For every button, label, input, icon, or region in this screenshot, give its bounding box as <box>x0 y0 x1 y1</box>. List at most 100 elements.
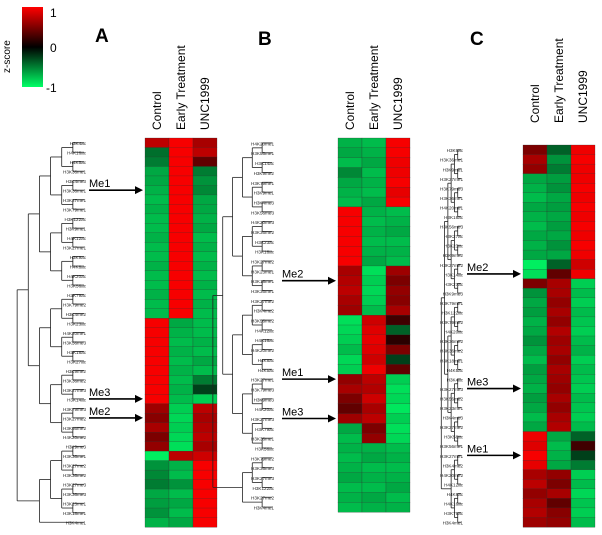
heatmap-cell <box>168 156 194 167</box>
heatmap-cell <box>570 278 596 289</box>
heatmap-cell <box>144 337 170 348</box>
heatmap-cell <box>522 163 548 175</box>
heatmap-cell <box>522 507 548 518</box>
heatmap-cell <box>192 204 218 215</box>
heatmap-cell <box>522 402 548 413</box>
row-label: H3K122ac <box>65 217 87 222</box>
heatmap-cell <box>144 365 170 376</box>
row-label: H3K79me1 <box>440 301 463 306</box>
heatmap-cell <box>385 433 411 444</box>
heatmap-cell <box>385 393 411 405</box>
row-label: H3K27me3 <box>63 483 86 488</box>
row-label: H3K56me3 <box>63 340 86 345</box>
annotation-arrow-head <box>135 394 143 403</box>
heatmap-cell <box>385 196 411 208</box>
row-label: H3K23me1 <box>440 406 463 411</box>
row-label: H3K9me1 <box>254 191 275 196</box>
heatmap-cell <box>546 488 572 499</box>
heatmap-cell <box>168 242 194 253</box>
heatmap-cell <box>546 316 572 327</box>
annotation-label-bg <box>280 267 304 280</box>
heatmap-cell <box>361 502 387 513</box>
row-label: H3K4ac <box>70 141 87 146</box>
annotation-arrow-head <box>135 186 143 195</box>
heatmap-cell <box>385 462 411 474</box>
heatmap-cell <box>546 364 572 375</box>
heatmap-cell <box>570 498 596 509</box>
row-label: H3K4me1 <box>443 521 464 526</box>
heatmap-cell <box>337 295 363 306</box>
heatmap-cell <box>192 346 218 357</box>
row-label: H3K14ac <box>444 272 464 277</box>
heatmap-cell <box>546 479 572 490</box>
heatmap-cell <box>522 183 548 194</box>
heatmap-cell <box>522 460 548 471</box>
legend-mid-label: 0 <box>50 41 57 55</box>
annotation-arrow-head <box>328 276 336 285</box>
heatmap-cell <box>361 157 387 168</box>
annotation-arrow-head <box>135 413 143 422</box>
column-label: Control <box>150 91 164 130</box>
annotation-me1: Me1 <box>280 366 336 384</box>
heatmap-cell <box>337 255 363 267</box>
heatmap-cell <box>144 327 170 338</box>
row-label: H3K36me1 <box>63 170 86 175</box>
heatmap-cell <box>144 488 170 499</box>
heatmap-cell <box>144 137 170 148</box>
row-label: H3K4me3 <box>254 200 275 205</box>
heatmap-cell <box>570 431 596 442</box>
heatmap-cell <box>361 295 387 306</box>
heatmap-cell <box>361 324 387 336</box>
heatmap-cell <box>385 423 411 434</box>
heatmap-cell <box>361 482 387 493</box>
heatmap-cell <box>546 173 572 184</box>
heatmap-cell <box>192 517 218 528</box>
row-label: H3K36me2 <box>440 339 463 344</box>
heatmap-cell <box>192 450 218 462</box>
row-label: H3K56me3 <box>440 225 463 230</box>
heatmap-cell <box>192 223 218 234</box>
annotation-arrow-head <box>513 269 521 278</box>
row-label: H3K79me2 <box>251 456 274 461</box>
heatmap-cell <box>361 216 387 228</box>
heatmap-cell <box>385 226 411 237</box>
row-label: H3K23me1 <box>251 269 274 274</box>
heatmap-cell <box>168 346 194 357</box>
row-label: H4K12ac <box>444 482 464 487</box>
panel-letter: B <box>258 29 272 50</box>
heatmap-cell <box>192 498 218 509</box>
heatmap-cell <box>522 469 548 480</box>
row-label: H4K20me1 <box>251 141 274 146</box>
heatmap-cell <box>337 393 363 405</box>
heatmap-cell <box>385 482 411 493</box>
heatmap-cell <box>337 344 363 355</box>
heatmap-cell <box>522 202 548 213</box>
heatmap-cell <box>337 177 363 188</box>
heatmap-cell <box>168 394 194 405</box>
legend-color-bar <box>22 7 43 87</box>
row-label: H3K56ac <box>67 283 87 288</box>
heatmap-cell <box>192 365 218 376</box>
heatmap-cell <box>546 335 572 346</box>
heatmap-cell <box>570 393 596 404</box>
heatmap-cell <box>144 251 170 262</box>
heatmap-cell <box>192 479 218 490</box>
heatmap-cell <box>337 265 363 277</box>
heatmap-cell <box>337 206 363 218</box>
heatmap-cell <box>361 265 387 277</box>
annotation-me3: Me3 <box>87 385 143 403</box>
annotation-label-bg <box>87 177 111 190</box>
row-label: H3K27me3 <box>440 387 463 392</box>
heatmap-cell <box>385 285 411 296</box>
heatmap-cell <box>522 249 548 261</box>
heatmap-cell <box>361 413 387 424</box>
heatmap-cell <box>385 492 411 503</box>
heatmap-cell <box>192 137 218 148</box>
heatmap-cell <box>168 175 194 186</box>
heatmap-cell <box>168 450 194 462</box>
heatmap-cell <box>522 307 548 318</box>
heatmap-cell <box>385 315 411 326</box>
heatmap-cell <box>385 265 411 277</box>
heatmap-cell <box>522 192 548 203</box>
row-dendrogram <box>440 149 461 523</box>
